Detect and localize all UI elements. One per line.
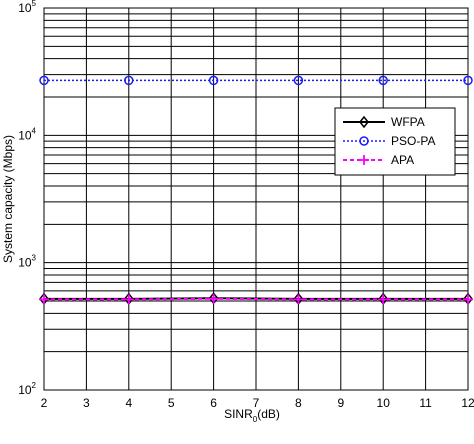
data-point [39,75,49,86]
series-apa [39,293,473,305]
x-tick-label: 9 [337,396,344,410]
x-tick-label: 6 [210,396,217,410]
legend-label: APA [391,153,414,167]
x-tick-label: 5 [168,396,175,410]
grid-lines [43,8,469,391]
y-tick-label: 105 [18,0,36,15]
x-axis-label: SINR0(dB) [224,407,280,424]
x-tick-label: 12 [461,396,474,410]
data-point [39,294,49,305]
data-point [463,75,473,86]
legend-marker [359,115,369,129]
legend-marker [359,136,369,146]
series-pso-pa [39,75,473,86]
data-point [208,75,219,86]
data-point [293,294,304,305]
x-axis-label-base: SINR [224,407,253,421]
legend-label: PSO-PA [391,134,435,148]
x-tick-label: 10 [377,396,391,410]
legend-label: WFPA [391,115,425,129]
plot-frame [43,7,469,391]
x-tick-label: 3 [83,396,90,410]
data-point [208,293,219,304]
x-tick-label: 7 [253,396,260,410]
series-line [44,297,468,301]
series-layer [39,75,473,306]
data-point [293,75,304,86]
data-point [124,75,134,86]
data-point [378,75,388,86]
data-point [378,294,389,305]
y-tick-label: 102 [18,381,36,397]
y-tick-labels: 102 103 104 105 [18,0,36,397]
x-tick-label: 11 [419,396,432,410]
legend: WFPA PSO-PA APA [334,107,456,176]
y-tick-label: 103 [18,254,36,270]
x-tick-label: 8 [295,396,302,410]
x-tick-label: 2 [41,396,48,410]
x-axis-label-unit: (dB) [257,407,280,421]
legend-marker [359,155,369,165]
y-axis-label: System capacity (Mbps) [1,135,15,263]
data-point [463,294,473,305]
x-axis-label-sub: 0 [253,415,258,424]
x-tick-labels: 2 3 4 5 6 7 8 9 10 11 12 [41,396,474,410]
data-point [123,294,134,305]
y-tick-label: 104 [18,126,36,142]
x-tick-label: 4 [125,396,132,410]
